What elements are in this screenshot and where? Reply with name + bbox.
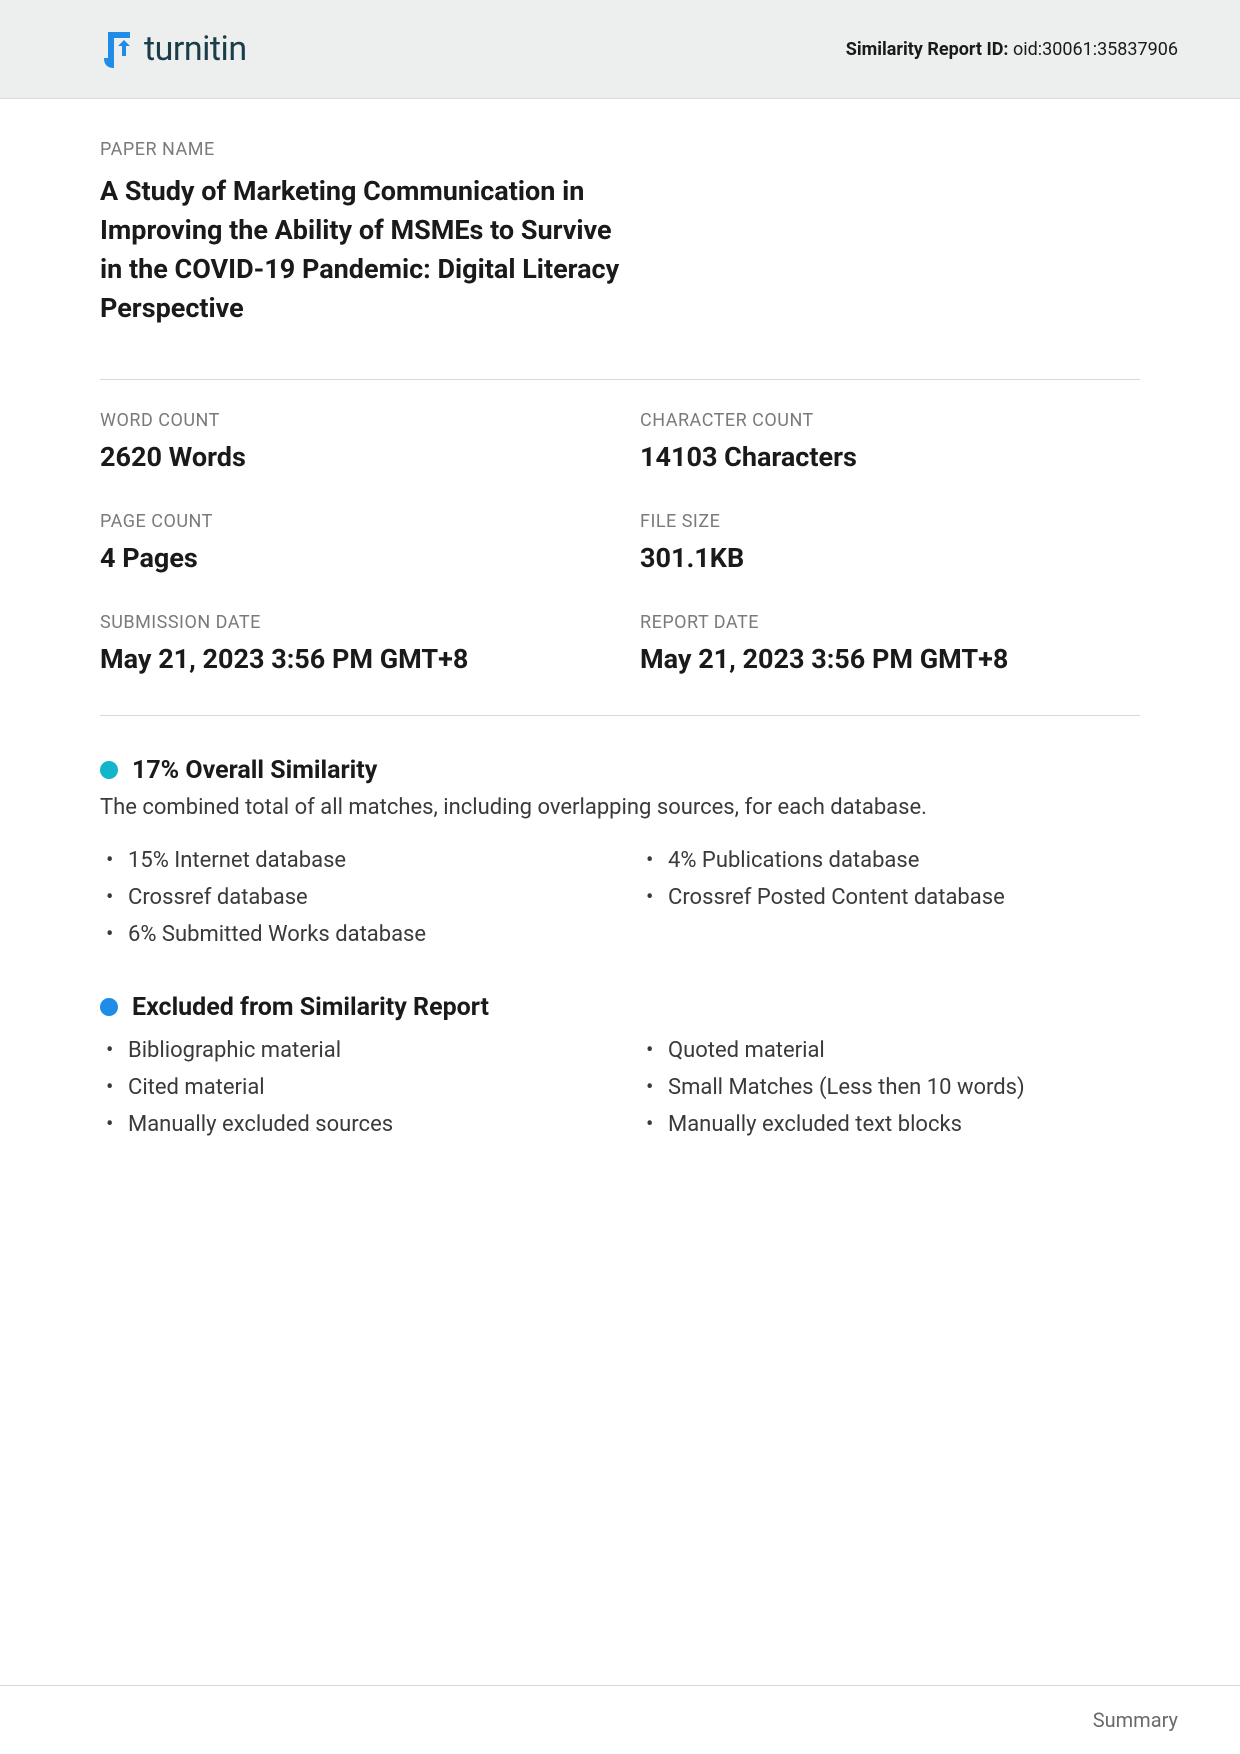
stat-submission-date: SUBMISSION DATE May 21, 2023 3:56 PM GMT… bbox=[100, 612, 600, 675]
header-bar: turnitin Similarity Report ID: oid:30061… bbox=[0, 0, 1240, 99]
content-area: PAPER NAME A Study of Marketing Communic… bbox=[0, 99, 1240, 1143]
stat-value: 4 Pages bbox=[100, 542, 600, 574]
paper-title: A Study of Marketing Communication in Im… bbox=[100, 172, 620, 329]
stat-value: 14103 Characters bbox=[640, 441, 1140, 473]
report-id-label: Similarity Report ID: bbox=[846, 39, 1009, 60]
stat-file-size: FILE SIZE 301.1KB bbox=[640, 511, 1140, 574]
stat-label: FILE SIZE bbox=[640, 511, 1140, 532]
stat-label: CHARACTER COUNT bbox=[640, 410, 1140, 431]
excluded-heading: Excluded from Similarity Report bbox=[132, 993, 489, 1022]
list-left: Bibliographic material Cited material Ma… bbox=[100, 1032, 600, 1143]
excluded-section: Excluded from Similarity Report Bibliogr… bbox=[100, 993, 1140, 1143]
overall-similarity-section: 17% Overall Similarity The combined tota… bbox=[100, 756, 1140, 953]
section-heading: Excluded from Similarity Report bbox=[100, 993, 1140, 1022]
logo: turnitin bbox=[100, 28, 247, 70]
list-item: Manually excluded sources bbox=[100, 1106, 600, 1143]
list-item: 4% Publications database bbox=[640, 842, 1140, 879]
stat-label: SUBMISSION DATE bbox=[100, 612, 600, 633]
list-right: 4% Publications database Crossref Posted… bbox=[640, 842, 1140, 953]
section-heading: 17% Overall Similarity bbox=[100, 756, 1140, 785]
list-item: Small Matches (Less then 10 words) bbox=[640, 1069, 1140, 1106]
stat-report-date: REPORT DATE May 21, 2023 3:56 PM GMT+8 bbox=[640, 612, 1140, 675]
stat-value: 2620 Words bbox=[100, 441, 600, 473]
list-item: 15% Internet database bbox=[100, 842, 600, 879]
stat-label: PAGE COUNT bbox=[100, 511, 600, 532]
list-item: Crossref database bbox=[100, 879, 600, 916]
stat-value: May 21, 2023 3:56 PM GMT+8 bbox=[640, 643, 1140, 675]
stat-label: REPORT DATE bbox=[640, 612, 1140, 633]
similarity-databases: 15% Internet database Crossref database … bbox=[100, 842, 1140, 953]
bullet-icon bbox=[100, 761, 118, 779]
divider bbox=[100, 379, 1140, 380]
footer: Summary bbox=[0, 1685, 1240, 1754]
report-id-value: oid:30061:35837906 bbox=[1013, 39, 1178, 60]
stat-word-count: WORD COUNT 2620 Words bbox=[100, 410, 600, 473]
stat-label: WORD COUNT bbox=[100, 410, 600, 431]
stat-char-count: CHARACTER COUNT 14103 Characters bbox=[640, 410, 1140, 473]
list-item: Bibliographic material bbox=[100, 1032, 600, 1069]
footer-text: Summary bbox=[1093, 1708, 1178, 1732]
list-item: Manually excluded text blocks bbox=[640, 1106, 1140, 1143]
divider bbox=[100, 715, 1140, 716]
stats-grid: WORD COUNT 2620 Words CHARACTER COUNT 14… bbox=[100, 410, 1140, 675]
list-right: Quoted material Small Matches (Less then… bbox=[640, 1032, 1140, 1143]
stat-value: May 21, 2023 3:56 PM GMT+8 bbox=[100, 643, 600, 675]
list-left: 15% Internet database Crossref database … bbox=[100, 842, 600, 953]
list-item: Cited material bbox=[100, 1069, 600, 1106]
similarity-heading: 17% Overall Similarity bbox=[132, 756, 377, 785]
stat-page-count: PAGE COUNT 4 Pages bbox=[100, 511, 600, 574]
list-item: 6% Submitted Works database bbox=[100, 916, 600, 953]
list-item: Crossref Posted Content database bbox=[640, 879, 1140, 916]
turnitin-logo-icon bbox=[100, 28, 136, 70]
logo-text: turnitin bbox=[144, 29, 247, 69]
report-id: Similarity Report ID: oid:30061:35837906 bbox=[846, 39, 1178, 60]
stat-value: 301.1KB bbox=[640, 542, 1140, 574]
excluded-items: Bibliographic material Cited material Ma… bbox=[100, 1032, 1140, 1143]
bullet-icon bbox=[100, 998, 118, 1016]
list-item: Quoted material bbox=[640, 1032, 1140, 1069]
similarity-description: The combined total of all matches, inclu… bbox=[100, 795, 1140, 820]
paper-name-label: PAPER NAME bbox=[100, 139, 1140, 160]
